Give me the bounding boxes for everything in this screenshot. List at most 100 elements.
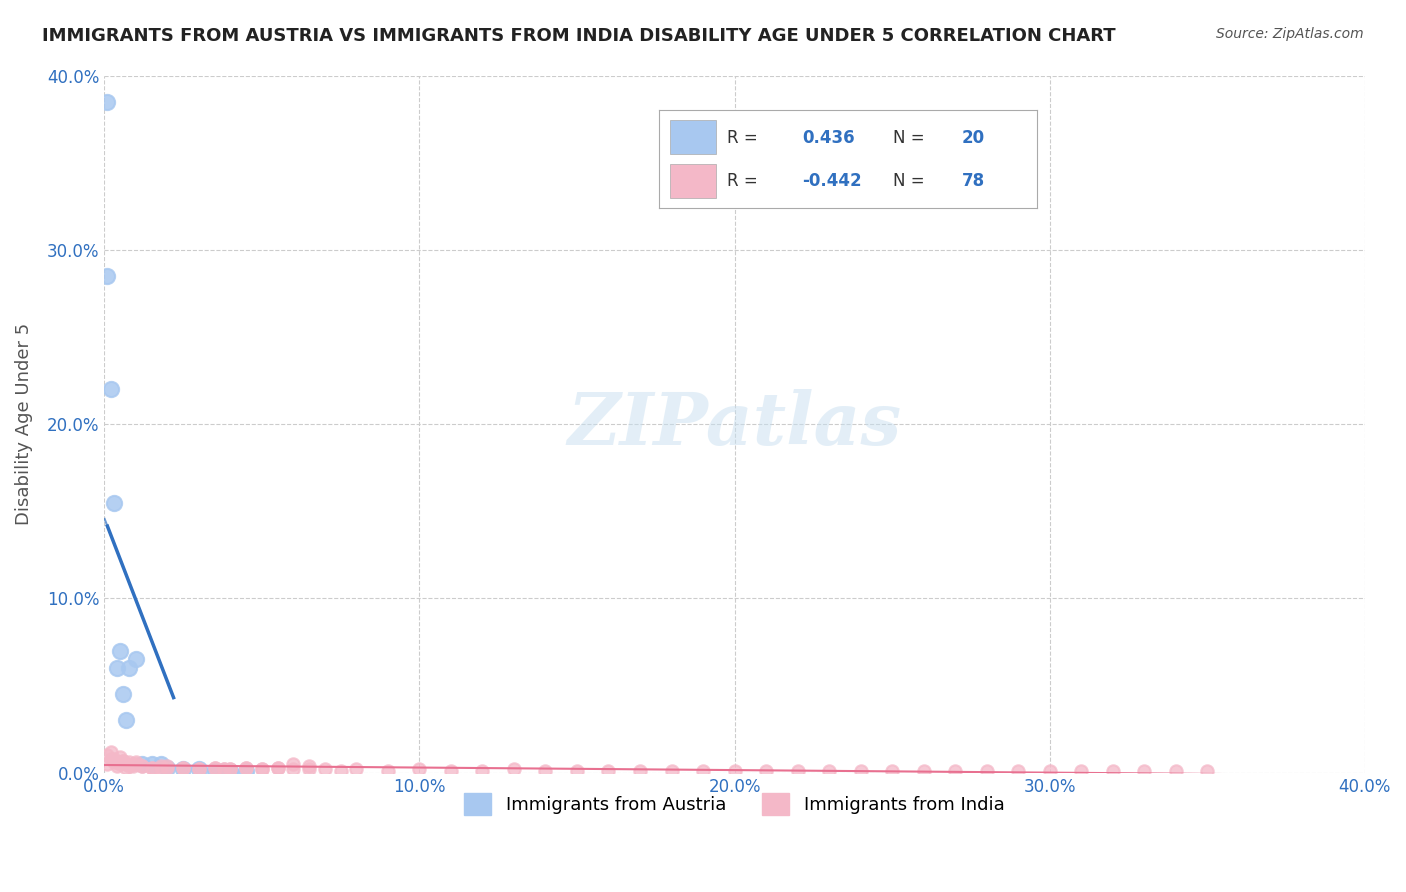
Point	[141, 760, 163, 774]
Point	[250, 762, 273, 776]
Point	[503, 762, 526, 776]
Point	[849, 764, 872, 778]
Point	[156, 760, 179, 774]
Point	[187, 762, 209, 776]
Point	[755, 764, 778, 778]
Point	[156, 758, 179, 772]
Point	[112, 687, 135, 701]
Point	[943, 764, 966, 778]
Point	[204, 760, 226, 774]
Point	[1039, 764, 1062, 778]
Point	[212, 762, 235, 776]
Point	[96, 95, 118, 109]
Point	[440, 764, 463, 778]
Point	[344, 762, 367, 776]
Point	[976, 764, 998, 778]
Point	[235, 760, 257, 774]
Point	[1007, 764, 1029, 778]
Point	[108, 757, 131, 772]
Point	[1070, 764, 1092, 778]
Point	[115, 714, 138, 728]
Point	[125, 652, 148, 666]
Point	[298, 758, 321, 772]
Point	[108, 644, 131, 658]
Point	[661, 764, 683, 778]
Point	[598, 764, 620, 778]
Point	[283, 762, 305, 776]
Point	[329, 764, 352, 778]
Point	[298, 762, 321, 776]
Point	[283, 757, 305, 772]
Point	[172, 760, 194, 774]
Point	[187, 762, 209, 776]
Point	[408, 762, 430, 776]
Point	[212, 764, 235, 778]
Point	[115, 760, 138, 774]
Point	[105, 758, 128, 772]
Point	[187, 762, 209, 776]
Point	[96, 268, 118, 283]
Text: IMMIGRANTS FROM AUSTRIA VS IMMIGRANTS FROM INDIA DISABILITY AGE UNDER 5 CORRELAT: IMMIGRANTS FROM AUSTRIA VS IMMIGRANTS FR…	[42, 27, 1116, 45]
Point	[692, 764, 714, 778]
Point	[100, 752, 122, 766]
Point	[108, 750, 131, 764]
Point	[149, 757, 172, 772]
Point	[141, 760, 163, 774]
Point	[131, 758, 153, 772]
Point	[131, 757, 153, 772]
Point	[156, 760, 179, 774]
Point	[1101, 764, 1123, 778]
Point	[118, 756, 141, 770]
Point	[112, 754, 135, 768]
Point	[314, 762, 336, 776]
Point	[1133, 764, 1156, 778]
Point	[212, 762, 235, 776]
Text: Source: ZipAtlas.com: Source: ZipAtlas.com	[1216, 27, 1364, 41]
Point	[818, 764, 841, 778]
Point	[103, 752, 125, 766]
Point	[534, 764, 557, 778]
Legend: Immigrants from Austria, Immigrants from India: Immigrants from Austria, Immigrants from…	[446, 775, 1022, 833]
Point	[96, 748, 118, 763]
Point	[377, 764, 399, 778]
Point	[125, 757, 148, 772]
Point	[149, 758, 172, 772]
Point	[723, 764, 745, 778]
Point	[172, 762, 194, 776]
Point	[121, 757, 143, 772]
Point	[118, 661, 141, 675]
Point	[100, 745, 122, 759]
Point	[112, 754, 135, 768]
Point	[235, 764, 257, 778]
Point	[172, 760, 194, 774]
Point	[204, 760, 226, 774]
Point	[235, 760, 257, 774]
Point	[100, 382, 122, 396]
Point	[103, 495, 125, 509]
Point	[131, 758, 153, 772]
Point	[115, 757, 138, 772]
Point	[565, 764, 588, 778]
Point	[471, 764, 494, 778]
Point	[1164, 764, 1187, 778]
Point	[105, 661, 128, 675]
Point	[121, 758, 143, 772]
Point	[219, 762, 242, 776]
Point	[219, 762, 242, 776]
Point	[880, 764, 903, 778]
Point	[266, 760, 288, 774]
Point	[1197, 764, 1219, 778]
Point	[118, 758, 141, 772]
Point	[786, 764, 808, 778]
Text: ZIPatlas: ZIPatlas	[568, 389, 901, 459]
Point	[628, 764, 651, 778]
Point	[96, 757, 118, 772]
Y-axis label: Disability Age Under 5: Disability Age Under 5	[15, 323, 32, 525]
Point	[105, 756, 128, 770]
Point	[912, 764, 935, 778]
Point	[250, 762, 273, 776]
Point	[266, 760, 288, 774]
Point	[204, 764, 226, 778]
Point	[219, 764, 242, 778]
Point	[141, 757, 163, 772]
